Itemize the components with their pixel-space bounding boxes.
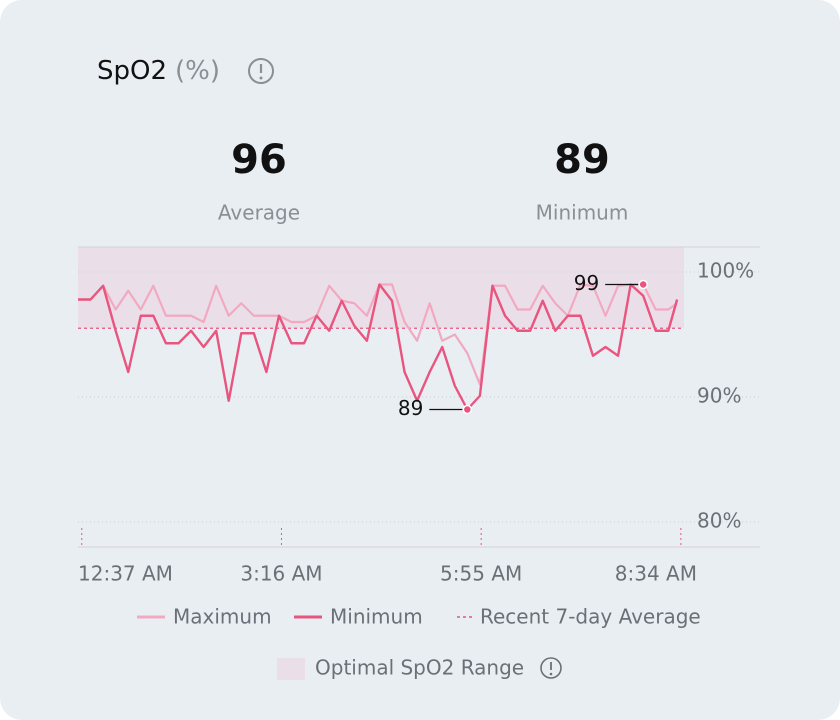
- annotation-dot: [638, 279, 648, 290]
- stat-label: Minimum: [536, 201, 629, 225]
- info-icon[interactable]: [540, 657, 562, 679]
- y-tick-label: 100%: [697, 259, 754, 283]
- title-unit: (%): [175, 56, 220, 86]
- annotation-label: 89: [398, 396, 423, 420]
- plot: 80% 90% 100% 12:37 AM 3:16 AM 5:55 AM 8:34 AM 9…: [78, 246, 760, 586]
- annotation-dot: [462, 404, 473, 415]
- title: SpO2 (%): [97, 56, 220, 86]
- stat-value: 96: [231, 137, 287, 183]
- legend-swatch: [277, 658, 305, 680]
- stat-value: 89: [554, 137, 610, 183]
- title-text: SpO2: [97, 56, 167, 86]
- x-tick-label: 8:34 AM: [615, 562, 697, 586]
- legend-label: Minimum: [330, 605, 423, 629]
- x-tick-label: 3:16 AM: [240, 562, 322, 586]
- x-tick-label: 12:37 AM: [78, 562, 173, 586]
- y-tick-label: 80%: [697, 509, 741, 533]
- series-line: [78, 283, 679, 411]
- stat-label: Average: [218, 201, 300, 225]
- legend-label: Maximum: [173, 605, 272, 629]
- legend: Maximum Minimum Recent 7-day Average Opt…: [137, 605, 701, 680]
- legend-label: Optimal SpO2 Range: [315, 656, 524, 680]
- x-tick-label: 5:55 AM: [440, 562, 522, 586]
- annotation-label: 99: [574, 271, 599, 295]
- y-tick-label: 90%: [697, 384, 741, 408]
- legend-label: Recent 7-day Average: [480, 605, 701, 629]
- info-icon[interactable]: [248, 58, 274, 84]
